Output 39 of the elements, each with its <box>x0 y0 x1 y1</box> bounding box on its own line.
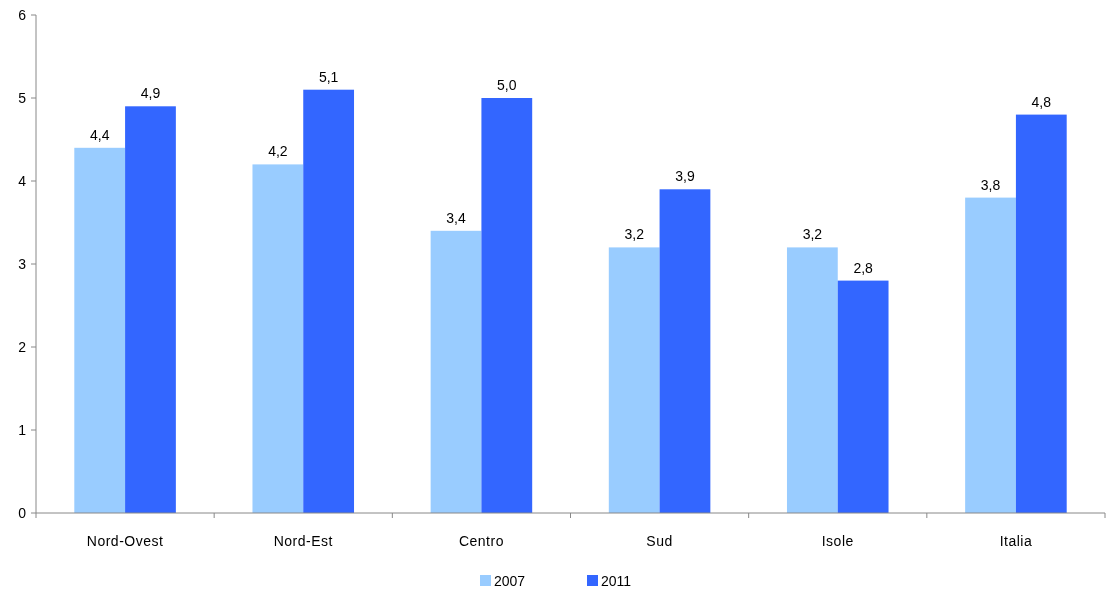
data-label: 3,2 <box>624 226 645 243</box>
bar <box>481 98 533 513</box>
data-label: 3,9 <box>675 168 695 185</box>
bar <box>837 280 889 513</box>
x-tick-label: Centro <box>458 533 504 549</box>
bar <box>430 230 482 513</box>
data-label: 3,4 <box>446 209 466 226</box>
bar <box>786 247 838 513</box>
bar <box>965 197 1016 513</box>
bar <box>74 147 126 513</box>
y-tick-label: 0 <box>18 504 27 521</box>
x-tick-label: Nord-Est <box>273 533 333 549</box>
y-tick-label: 1 <box>18 421 27 438</box>
bar <box>659 189 711 513</box>
data-label: 5,0 <box>497 77 517 93</box>
data-label: 4,8 <box>1031 93 1052 110</box>
data-label: 3,2 <box>802 226 823 243</box>
x-tick-label: Sud <box>646 533 673 549</box>
data-label: 5,1 <box>318 68 339 85</box>
data-label: 4,4 <box>89 126 110 143</box>
x-tick-label: Nord-Ovest <box>86 533 164 549</box>
x-tick-label: Isole <box>821 533 854 549</box>
y-tick-label: 3 <box>18 255 27 272</box>
data-label: 4,2 <box>268 143 288 160</box>
data-label: 3,8 <box>980 176 1001 193</box>
y-tick-label: 4 <box>18 172 27 189</box>
y-tick-label: 2 <box>18 338 27 355</box>
y-tick-label: 6 <box>18 6 27 23</box>
bar <box>125 106 176 513</box>
x-tick-label: Italia <box>999 533 1033 549</box>
y-tick-label: 5 <box>18 89 27 106</box>
legend-label: 2007 <box>494 573 526 589</box>
bar <box>1015 114 1067 513</box>
legend-label: 2011 <box>601 573 632 589</box>
data-label: 4,9 <box>140 85 161 102</box>
bar <box>303 89 355 513</box>
bar <box>252 164 304 513</box>
bar <box>608 247 660 513</box>
data-label: 2,8 <box>853 259 874 276</box>
